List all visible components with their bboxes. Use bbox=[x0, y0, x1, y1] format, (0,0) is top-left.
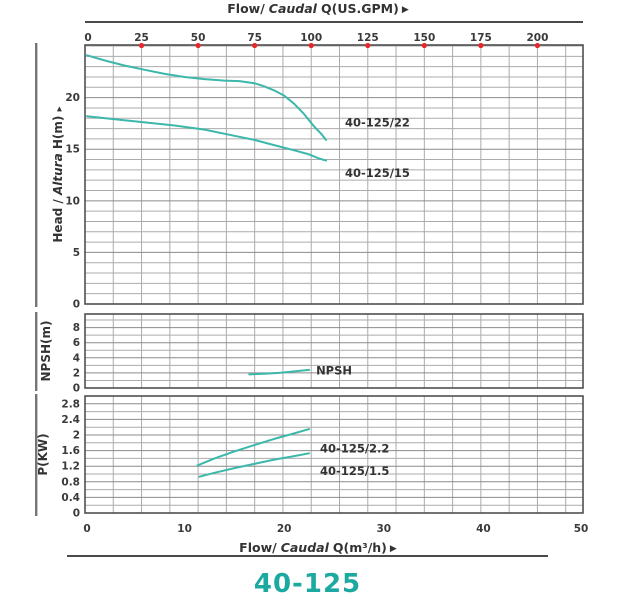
y-tick-label: 0 bbox=[73, 299, 80, 311]
y-tick-label: 8 bbox=[73, 322, 80, 334]
red-tick-dot bbox=[478, 42, 484, 49]
curve-label: 40-125/1.5 bbox=[320, 464, 389, 478]
red-tick-dot bbox=[308, 42, 314, 49]
gpm-tick-label: 75 bbox=[247, 32, 262, 44]
red-tick-dot bbox=[195, 42, 201, 49]
gpm-tick-label: 200 bbox=[526, 32, 548, 44]
power-plot: 0 0.4 0.8 1.2 1.6 2 2.4 2.8 40-125/2.2 40-125/1.5… bbox=[35, 394, 584, 520]
npsh-ylabel: NPSH(m) bbox=[39, 321, 53, 382]
gpm-tick-label: 50 bbox=[191, 32, 206, 44]
head-plot: 0 5 10 15 20 40-125/22 40-125/15 Head / Altura … bbox=[35, 43, 584, 311]
bottom-axis-underline bbox=[67, 555, 548, 557]
bottom-m3h-axis: 0 10 20 30 40 50 bbox=[83, 523, 588, 535]
top-axis-flow-label: Flow/ bbox=[227, 1, 265, 16]
gpm-tick-label: 25 bbox=[134, 32, 149, 44]
curve-label: 40-125/15 bbox=[345, 166, 410, 180]
red-tick-dot bbox=[534, 42, 541, 49]
gpm-tick-label: 100 bbox=[300, 32, 322, 44]
bottom-axis-caudal-label: Caudal bbox=[280, 540, 329, 555]
plot-border bbox=[84, 395, 584, 514]
plot-border bbox=[84, 44, 584, 305]
y-tick-label: 1.6 bbox=[61, 445, 80, 457]
y-tick-label: 2 bbox=[73, 367, 80, 379]
curve-40-125/15 bbox=[86, 115, 327, 162]
y-tick-label: 0.4 bbox=[61, 492, 80, 504]
y-tick-label: 0.8 bbox=[61, 476, 80, 488]
top-axis-title: Flow/Caudal Q(US.GPM) ▶ bbox=[85, 1, 549, 16]
m3h-tick-label: 0 bbox=[83, 523, 90, 535]
gpm-tick-label: 125 bbox=[357, 32, 379, 44]
curve-label: 40-125/2.2 bbox=[320, 442, 389, 456]
side-bar bbox=[35, 312, 38, 391]
head-ylabel: Head / Altura H(m) ▸ bbox=[51, 106, 65, 242]
m3h-tick-label: 40 bbox=[476, 523, 491, 535]
y-tick-label: 20 bbox=[65, 92, 80, 104]
right-arrow-icon: ▶ bbox=[401, 5, 409, 15]
gpm-tick-label: 175 bbox=[470, 32, 492, 44]
grid bbox=[85, 45, 583, 304]
y-tick-label: 1.2 bbox=[61, 461, 80, 473]
grid bbox=[85, 314, 583, 388]
bottom-axis-unit-label: Q(m³/h) bbox=[332, 540, 387, 555]
gpm-tick-label: 0 bbox=[84, 32, 91, 44]
red-tick-dot bbox=[421, 42, 427, 49]
y-tick-label: 0 bbox=[73, 383, 80, 395]
red-tick-dot bbox=[138, 42, 145, 49]
m3h-tick-label: 20 bbox=[277, 523, 292, 535]
m3h-tick-label: 30 bbox=[376, 523, 391, 535]
red-tick-dot bbox=[252, 42, 258, 49]
bottom-axis-flow-label: Flow/ bbox=[239, 540, 277, 555]
y-tick-label: 15 bbox=[65, 144, 80, 156]
y-tick-label: 2.4 bbox=[61, 414, 80, 426]
grid bbox=[85, 396, 583, 513]
y-tick-label: 4 bbox=[73, 352, 80, 364]
m3h-tick-label: 50 bbox=[574, 523, 589, 535]
curve-label: 40-125/22 bbox=[345, 116, 410, 130]
y-tick-label: 6 bbox=[73, 337, 80, 349]
top-axis-underline bbox=[85, 21, 583, 23]
y-tick-label: 0 bbox=[73, 508, 80, 520]
pump-model-title: 40-125 bbox=[253, 569, 362, 599]
side-bar bbox=[35, 43, 38, 307]
side-bar bbox=[35, 394, 38, 516]
curve-label: NPSH bbox=[316, 363, 352, 377]
red-tick-dot bbox=[365, 42, 371, 49]
gpm-tick-label: 150 bbox=[413, 32, 435, 44]
npsh-plot: 0 2 4 6 8 NPSH NPSH(m) bbox=[35, 312, 584, 395]
top-axis-caudal-label: Caudal bbox=[268, 1, 317, 16]
y-tick-label: 2.8 bbox=[61, 398, 80, 410]
bottom-axis-title: Flow/Caudal Q(m³/h) ▶ bbox=[85, 540, 549, 555]
m3h-tick-label: 10 bbox=[177, 523, 192, 535]
top-gpm-axis: 0 25 50 75 100 125 150 175 200 bbox=[84, 32, 548, 49]
y-tick-label: 2 bbox=[73, 430, 80, 442]
y-tick-label: 5 bbox=[73, 247, 80, 259]
curve-40-125/22 bbox=[86, 54, 327, 141]
power-ylabel: P(KW) bbox=[36, 433, 50, 475]
top-axis-unit-label: Q(US.GPM) bbox=[320, 1, 399, 16]
right-arrow-icon: ▶ bbox=[389, 544, 397, 554]
y-tick-label: 10 bbox=[65, 195, 80, 207]
curve-40-125/1.5 bbox=[198, 452, 311, 478]
curve-NPSH bbox=[248, 368, 311, 376]
plot-border bbox=[84, 313, 584, 389]
curve-40-125/2.2 bbox=[196, 428, 311, 467]
